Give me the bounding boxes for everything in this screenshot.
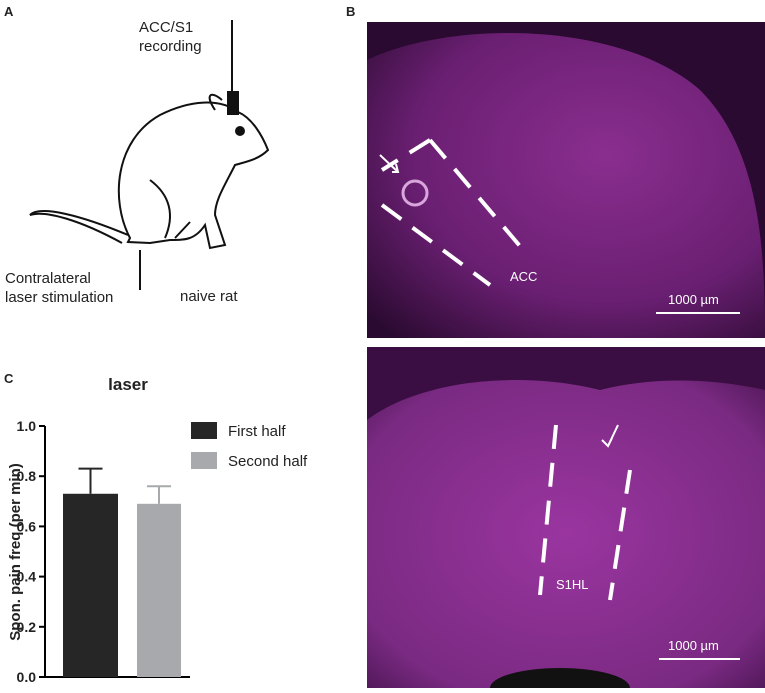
legend-label: Second half bbox=[228, 453, 308, 470]
bar bbox=[63, 493, 118, 677]
rat-diagram bbox=[29, 20, 270, 290]
animal-label: naive rat bbox=[180, 288, 238, 305]
y-tick-label: 0.4 bbox=[17, 569, 37, 585]
chart-title: laser bbox=[108, 375, 148, 394]
panel-label: C bbox=[4, 371, 14, 386]
micrograph-bottom bbox=[367, 347, 765, 693]
stimulation-label: Contralateral laser stimulation bbox=[5, 270, 113, 306]
y-tick-label: 0.0 bbox=[17, 669, 37, 685]
electrode-label: ACC/S1 recording bbox=[139, 19, 202, 55]
y-tick-label: 1.0 bbox=[17, 418, 37, 434]
scale-label: 1000 µm bbox=[668, 292, 719, 307]
legend-swatch bbox=[191, 452, 217, 469]
micrograph-top bbox=[367, 22, 765, 338]
region-label: S1HL bbox=[556, 577, 589, 592]
panel-label: B bbox=[346, 4, 355, 19]
region-label: ACC bbox=[510, 269, 537, 284]
y-tick-label: 0.6 bbox=[17, 518, 37, 534]
legend-swatch bbox=[191, 422, 217, 439]
y-axis-label: Spon. pain freq (per min) bbox=[7, 463, 24, 641]
y-tick-label: 0.2 bbox=[17, 619, 37, 635]
bar bbox=[137, 503, 181, 677]
panel-label: A bbox=[4, 4, 14, 19]
y-tick-label: 0.8 bbox=[17, 468, 37, 484]
scale-label: 1000 µm bbox=[668, 638, 719, 653]
legend-label: First half bbox=[228, 423, 286, 440]
